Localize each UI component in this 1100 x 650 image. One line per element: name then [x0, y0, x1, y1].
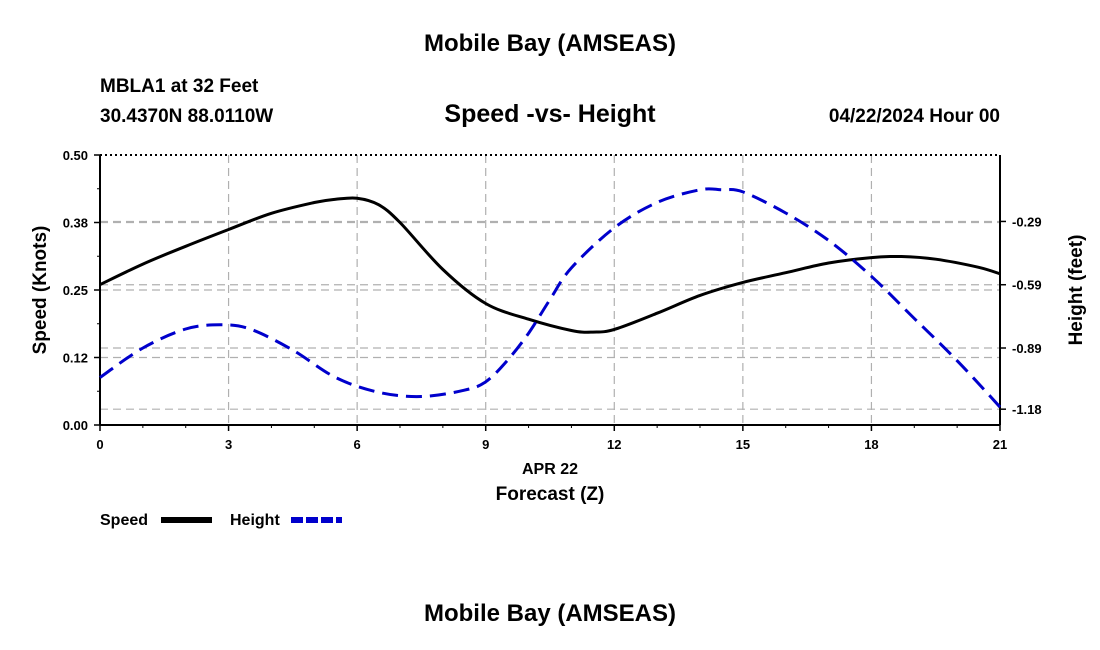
legend-height-label: Height: [230, 512, 280, 529]
height-series-line: [99, 187, 1002, 409]
x-tick-label: 6: [354, 437, 361, 452]
x-tick-label: 0: [96, 437, 103, 452]
run-time: 04/22/2024 Hour 00: [828, 106, 1000, 127]
station-name: MBLA1 at 32 Feet: [100, 76, 259, 97]
x-tick-label: 21: [993, 437, 1007, 452]
grid-layer: [100, 155, 1000, 425]
page-title: Mobile Bay (AMSEAS): [423, 30, 677, 57]
y-right-tick-label: -0.89: [1012, 341, 1042, 356]
y-right-tick-label: -0.29: [1012, 214, 1042, 229]
speed-height-chart: 0 3 6 9 12 15 18 21 0.00 0.12 0.25 0.38 0.50 -1.18 -0.…: [30, 148, 1087, 529]
y-left-tick-label: 0.50: [63, 148, 88, 163]
footer-title: Mobile Bay (AMSEAS): [423, 600, 677, 627]
x-tick-label: 12: [607, 437, 621, 452]
ticks-layer: 0 3 6 9 12 15 18 21 0.00 0.12 0.25 0.38 0.50 -1.18 -0.…: [63, 148, 1042, 452]
y-right-tick-label: -0.59: [1012, 278, 1042, 293]
x-tick-label: 15: [736, 437, 750, 452]
station-coords: 30.4370N 88.0110W: [100, 106, 274, 127]
y-left-tick-label: 0.12: [63, 351, 88, 366]
x-date-label: APR 22: [522, 461, 578, 478]
x-tick-label: 9: [482, 437, 489, 452]
y-right-label: Height (feet): [1066, 235, 1087, 346]
series-layer: [99, 187, 1002, 409]
chart-title: Speed -vs- Height: [444, 100, 656, 128]
x-axis-label: Forecast (Z): [496, 484, 605, 505]
y-left-tick-label: 0.00: [63, 418, 88, 433]
y-right-tick-label: -1.18: [1012, 402, 1042, 417]
y-left-label: Speed (Knots): [30, 226, 51, 355]
y-left-tick-label: 0.25: [63, 283, 88, 298]
x-tick-label: 18: [864, 437, 878, 452]
speed-series-line: [99, 196, 1001, 334]
y-left-tick-label: 0.38: [63, 216, 88, 231]
legend: Speed Height: [100, 512, 342, 529]
legend-speed-label: Speed: [100, 512, 148, 529]
x-tick-label: 3: [225, 437, 232, 452]
